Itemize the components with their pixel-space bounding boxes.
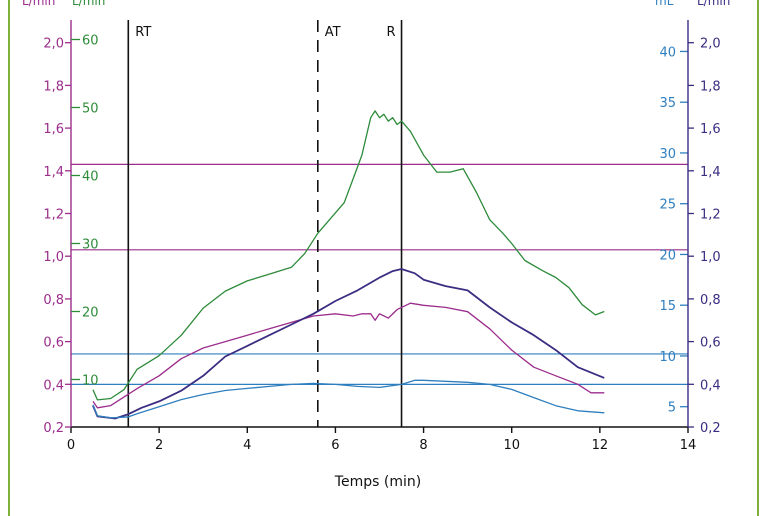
x-tick-label: 6 [331, 438, 339, 453]
x-tick-label: 0 [67, 438, 75, 453]
y-tick-label-right-outer: 1,8 [700, 79, 721, 94]
marker-label-at: AT [325, 25, 341, 40]
y-tick-label-left-outer: 0,2 [43, 421, 64, 436]
y-tick-label-right-outer: 1,0 [700, 250, 721, 265]
y-tick-label-left-inner: 10 [82, 374, 99, 389]
y-tick-label-right-outer: 0,6 [700, 336, 721, 351]
y-tick-label-right-inner: 25 [659, 198, 676, 213]
y-tick-label-right-outer: 0,4 [700, 378, 721, 393]
y-tick-label-right-outer: 0,8 [700, 293, 721, 308]
y-tick-label-right-inner: 10 [659, 350, 676, 365]
y-tick-label-right-inner: 5 [668, 401, 676, 416]
x-tick-label: 4 [243, 438, 251, 453]
y-tick-label-right-outer: 2,0 [700, 37, 721, 52]
y-tick-label-left-outer: 1,2 [43, 208, 64, 223]
axis-unit-left-outer: L/min [22, 0, 55, 8]
y-tick-label-left-inner: 50 [82, 102, 99, 117]
y-tick-label-left-outer: 1,6 [43, 122, 64, 137]
y-tick-label-left-outer: 2,0 [43, 37, 64, 52]
y-tick-label-right-inner: 30 [659, 147, 676, 162]
y-tick-label-left-outer: 0,6 [43, 336, 64, 351]
y-tick-label-left-outer: 0,4 [43, 378, 64, 393]
marker-label-r: R [387, 25, 396, 40]
y-tick-label-right-outer: 1,6 [700, 122, 721, 137]
y-tick-label-left-outer: 1,8 [43, 79, 64, 94]
series-line-right-outer [92, 268, 605, 420]
y-tick-label-right-outer: 1,2 [700, 208, 721, 223]
series-line-right-inner [92, 379, 605, 419]
axis-unit-left-inner: L/min [72, 0, 105, 8]
y-tick-label-right-outer: 0,2 [700, 421, 721, 436]
y-tick-label-right-inner: 40 [659, 45, 676, 60]
y-tick-label-left-outer: 1,0 [43, 250, 64, 265]
series-line-left-outer [92, 302, 605, 409]
series-line-left-inner [92, 110, 605, 401]
y-tick-label-left-inner: 60 [82, 34, 99, 49]
y-tick-label-right-inner: 15 [659, 299, 676, 314]
y-tick-label-left-inner: 20 [82, 306, 99, 321]
axis-unit-right-inner: mL [655, 0, 674, 8]
y-tick-label-left-outer: 1,4 [43, 165, 64, 180]
marker-label-rt: RT [135, 25, 151, 40]
x-tick-label: 2 [155, 438, 163, 453]
y-tick-label-left-outer: 0,8 [43, 293, 64, 308]
x-tick-label: 14 [680, 438, 697, 453]
x-axis-title: Temps (min) [334, 474, 421, 490]
y-tick-label-right-inner: 35 [659, 96, 676, 111]
y-tick-label-left-inner: 30 [82, 238, 99, 253]
x-tick-label: 12 [592, 438, 609, 453]
y-tick-label-right-inner: 20 [659, 248, 676, 263]
x-tick-label: 8 [419, 438, 427, 453]
axis-unit-right-outer: L/min [697, 0, 730, 8]
y-tick-label-left-inner: 40 [82, 170, 99, 185]
x-tick-label: 10 [503, 438, 520, 453]
y-tick-label-right-outer: 1,4 [700, 165, 721, 180]
